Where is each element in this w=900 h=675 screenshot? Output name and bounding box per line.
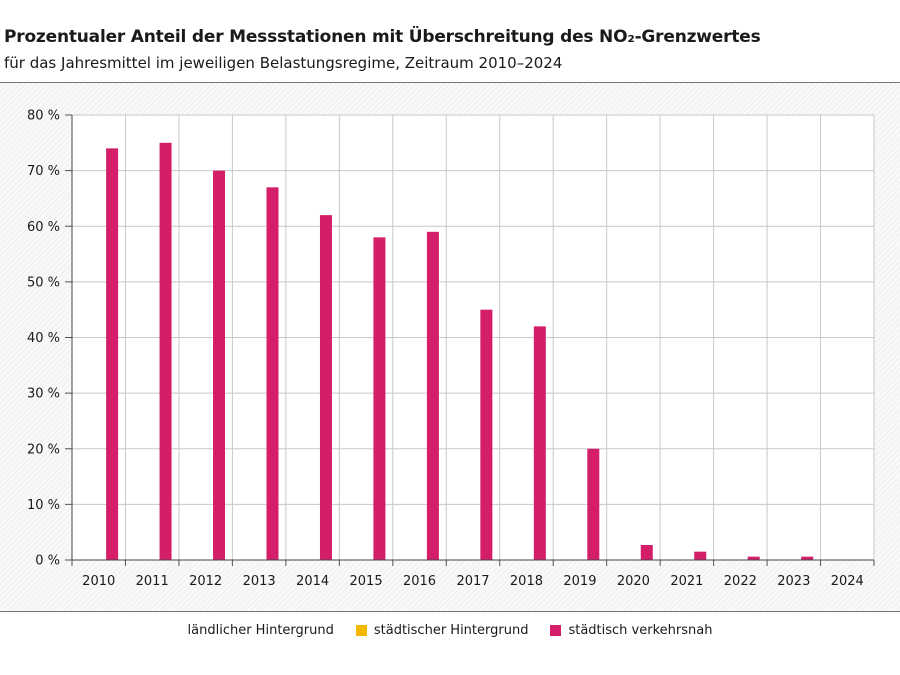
bar-städtisch-verkehrsnah-2015 — [373, 237, 386, 560]
x-tick-label: 2012 — [189, 574, 222, 589]
y-tick-label: 30 % — [27, 387, 60, 402]
x-tick-label: 2011 — [136, 574, 169, 589]
legend-item-staedtischer-hintergrund: städtischer Hintergrund — [355, 623, 529, 638]
x-tick-label: 2014 — [296, 574, 329, 589]
bar-städtisch-verkehrsnah-2023 — [801, 556, 814, 560]
legend-label-staedtisch-verkehrsnah: städtisch verkehrsnah — [568, 623, 713, 638]
bar-städtisch-verkehrsnah-2014 — [319, 215, 332, 560]
legend-item-staedtisch-verkehrsnah: städtisch verkehrsnah — [550, 623, 712, 638]
bar-städtisch-verkehrsnah-2021 — [694, 551, 707, 560]
bar-chart: 0 % 10 % 20 % 30 % 40 % 50 % 60 % 70 % 80 % 2010 2… — [27, 109, 875, 589]
chart-subtitle: für das Jahresmittel im jeweiligen Belas… — [4, 54, 563, 72]
bar-städtisch-verkehrsnah-2013 — [266, 187, 279, 560]
bar-städtisch-verkehrsnah-2020 — [640, 544, 653, 560]
x-tick-label: 2021 — [670, 574, 703, 589]
x-tick-label: 2015 — [350, 574, 383, 589]
y-tick-label: 0 % — [35, 554, 60, 569]
legend-item-laendlicher-hintergrund: ländlicher Hintergrund — [188, 623, 334, 638]
bar-städtisch-verkehrsnah-2012 — [213, 170, 226, 560]
y-tick-label: 80 % — [27, 109, 60, 124]
x-tick-label: 2013 — [243, 574, 276, 589]
legend-swatch-staedtisch-verkehrsnah — [550, 625, 562, 636]
bar-städtisch-verkehrsnah-2018 — [533, 326, 546, 560]
x-tick-label: 2018 — [510, 574, 543, 589]
legend-swatch-staedtischer-hintergrund — [355, 625, 367, 636]
legend-label-laendlicher-hintergrund: ländlicher Hintergrund — [187, 623, 334, 638]
bar-städtisch-verkehrsnah-2022 — [747, 556, 760, 560]
legend-label-staedtischer-hintergrund: städtischer Hintergrund — [373, 623, 529, 638]
x-tick-label: 2023 — [777, 574, 810, 589]
y-tick-label: 70 % — [27, 164, 60, 179]
y-tick-label: 60 % — [27, 220, 60, 235]
bar-städtisch-verkehrsnah-2011 — [159, 142, 172, 560]
x-tick-label: 2022 — [724, 574, 757, 589]
legend: ländlicher Hintergrund städtischer Hinte… — [0, 623, 900, 638]
x-tick-label: 2024 — [831, 574, 864, 589]
y-tick-label: 10 % — [27, 498, 60, 513]
x-tick-label: 2019 — [563, 574, 596, 589]
x-tick-label: 2017 — [456, 574, 489, 589]
bar-städtisch-verkehrsnah-2010 — [106, 148, 119, 560]
y-tick-label: 50 % — [27, 275, 60, 290]
bar-städtisch-verkehrsnah-2019 — [587, 448, 600, 560]
bar-städtisch-verkehrsnah-2016 — [426, 231, 439, 560]
x-tick-label: 2016 — [403, 574, 436, 589]
chart-title: Prozentualer Anteil der Messstationen mi… — [4, 27, 761, 47]
x-tick-label: 2010 — [82, 574, 115, 589]
y-tick-label: 20 % — [27, 442, 60, 457]
bar-städtisch-verkehrsnah-2017 — [480, 309, 493, 560]
x-tick-label: 2020 — [617, 574, 650, 589]
y-tick-label: 40 % — [27, 331, 60, 346]
